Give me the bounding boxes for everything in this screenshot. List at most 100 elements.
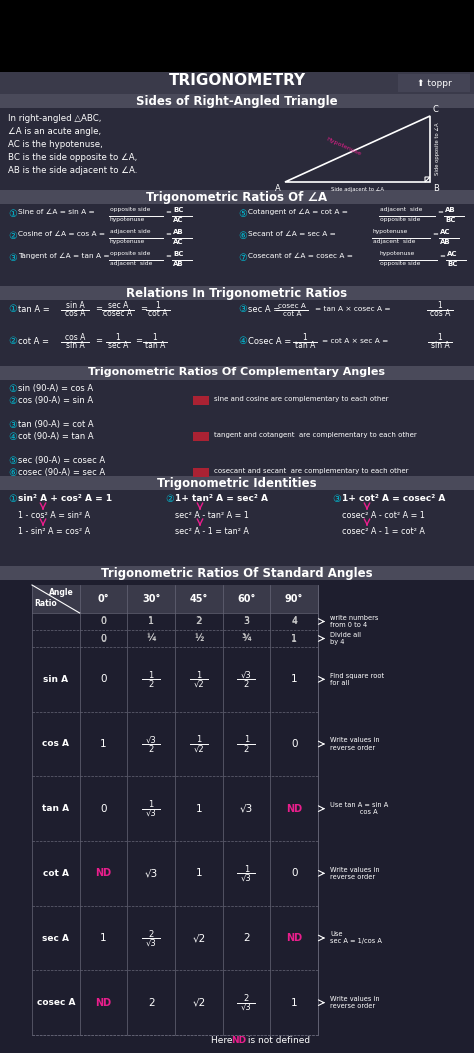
Text: =: = [165,208,171,215]
Text: adjacent  side: adjacent side [380,207,422,212]
Text: tan A: tan A [295,341,315,351]
Text: tan A: tan A [145,341,165,351]
Text: 0: 0 [100,617,106,625]
Text: Trigonometric Ratios Of Standard Angles: Trigonometric Ratios Of Standard Angles [101,567,373,580]
Text: ND: ND [95,997,111,1008]
Text: 1: 1 [100,739,107,749]
Text: TRIGONOMETRY: TRIGONOMETRY [168,73,306,88]
Text: ③: ③ [8,253,17,263]
Text: sec² A - 1 = tan² A: sec² A - 1 = tan² A [175,526,249,536]
Text: AC is the hypotenuse,: AC is the hypotenuse, [8,140,103,150]
Text: ND: ND [286,803,302,814]
Text: √2: √2 [193,680,204,689]
Text: 0: 0 [100,634,107,643]
Text: =: = [95,304,102,314]
Text: tangent and cotangent  are complementary to each other: tangent and cotangent are complementary … [214,432,417,438]
Text: √3: √3 [240,803,253,814]
Text: ½: ½ [194,634,203,643]
Text: ¼: ¼ [146,634,156,643]
Text: AC: AC [173,239,183,245]
Text: Sine of ∠A = sin A =: Sine of ∠A = sin A = [18,208,95,215]
Text: cosec² A - cot² A = 1: cosec² A - cot² A = 1 [342,511,425,520]
Text: sin A: sin A [430,341,449,351]
Text: 4: 4 [292,617,297,625]
Text: cosec A: cosec A [103,310,133,318]
Text: 0°: 0° [98,594,109,604]
Bar [0,476,474,490]
Text: 1: 1 [148,800,154,809]
Text: AC: AC [447,251,457,257]
Bar [0,366,474,380]
Text: opposite side: opposite side [110,251,150,256]
Text: Write values in
reverse order: Write values in reverse order [330,996,380,1009]
Text: hypotenuse: hypotenuse [380,251,415,256]
Text: is not defined: is not defined [245,1036,310,1045]
Text: adjacent  side: adjacent side [373,239,415,244]
Text: 4: 4 [291,616,297,627]
Text: 1: 1 [292,634,297,643]
Text: 1: 1 [291,634,297,643]
Text: =: = [437,208,443,215]
Text: Here: Here [210,1036,235,1045]
Text: sin A: sin A [65,341,84,351]
Text: √3: √3 [146,938,156,948]
Text: 60°: 60° [237,594,255,604]
Text: 1: 1 [438,301,442,311]
Text: 1 - sin² A = cos² A: 1 - sin² A = cos² A [18,526,90,536]
Text: sine and cosine are complementary to each other: sine and cosine are complementary to eac… [214,396,389,402]
Text: 1 - cos² A = sin² A: 1 - cos² A = sin² A [18,511,90,520]
Text: sec A =: sec A = [248,304,280,314]
Text: 2: 2 [148,997,155,1008]
Text: sec (90-A) = cosec A: sec (90-A) = cosec A [18,456,105,465]
Text: Relations In Trigonometric Ratios: Relations In Trigonometric Ratios [127,287,347,300]
Text: Write values in
reverse order: Write values in reverse order [330,737,380,751]
Text: 2: 2 [244,680,249,689]
Text: 0: 0 [100,803,107,814]
Text: 1+ tan² A = sec² A: 1+ tan² A = sec² A [175,494,268,503]
Text: AC: AC [440,229,450,235]
Text: sin A: sin A [43,675,68,683]
Text: √3: √3 [241,671,252,680]
Text: 2: 2 [196,616,202,627]
Text: AB: AB [440,239,451,245]
Text: AC: AC [173,217,183,223]
Text: 0: 0 [100,634,106,643]
Text: √3: √3 [145,869,158,878]
Text: tan A: tan A [42,804,69,813]
Text: adjacent  side: adjacent side [110,261,152,266]
Text: 45°: 45° [190,594,208,604]
Bar [0,204,474,286]
Text: 1: 1 [148,617,154,625]
Text: 0: 0 [100,616,107,627]
Text: sec A: sec A [42,934,69,942]
Text: Find square root
for all: Find square root for all [330,673,384,686]
Text: Angle: Angle [49,588,74,597]
Text: ③: ③ [238,304,247,314]
Text: sec A: sec A [108,301,128,311]
Text: =: = [140,304,147,314]
Text: ⑥: ⑥ [8,468,17,478]
Text: cot A =: cot A = [18,337,49,345]
Text: ⑦: ⑦ [238,253,247,263]
Text: Cosecant of ∠A = cosec A =: Cosecant of ∠A = cosec A = [248,253,353,259]
Text: = cot A × sec A =: = cot A × sec A = [322,338,388,344]
Text: BC: BC [445,217,456,223]
Bar [0,567,474,580]
Text: 1: 1 [438,334,442,342]
Text: Use tan A = sin A
              cos A: Use tan A = sin A cos A [330,802,388,815]
Text: 1: 1 [244,865,249,874]
Text: 2: 2 [244,744,249,754]
Text: cos A: cos A [65,334,85,342]
Text: opposite side: opposite side [380,261,420,266]
Text: 1: 1 [302,334,307,342]
Text: 1: 1 [153,334,157,342]
Text: Cosec A =: Cosec A = [248,337,291,345]
Text: √3: √3 [146,809,156,818]
Text: ④: ④ [238,336,247,346]
Text: ④: ④ [8,432,17,442]
Text: sin A: sin A [65,301,84,311]
Text: ND: ND [231,1036,246,1045]
Text: sec² A - tan² A = 1: sec² A - tan² A = 1 [175,511,249,520]
Bar [193,468,209,477]
Text: 0: 0 [100,674,107,684]
